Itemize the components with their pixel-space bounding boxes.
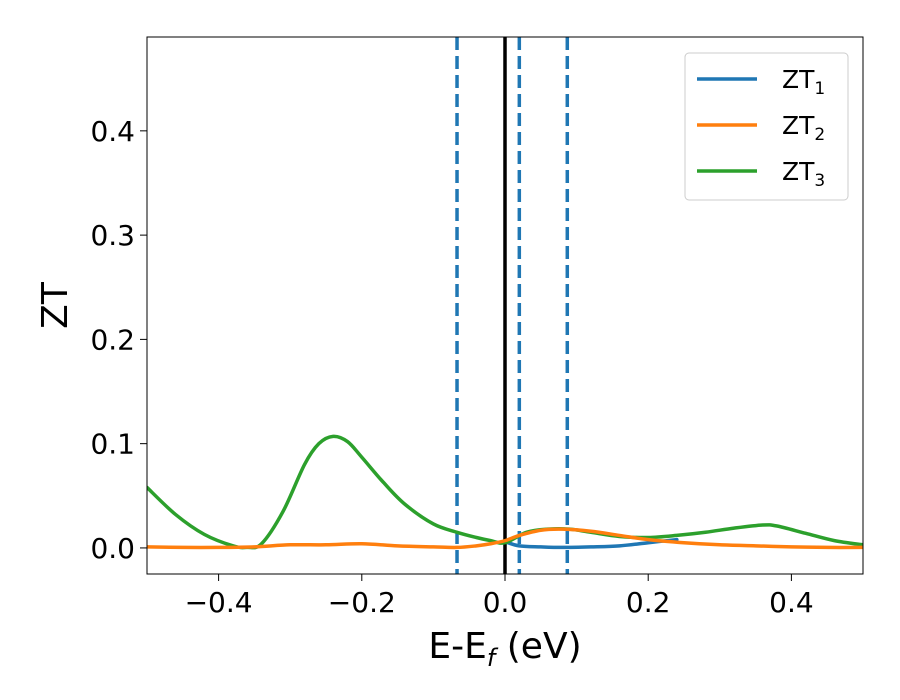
x-tick-label: −0.2 bbox=[328, 586, 396, 619]
x-axis-title: E-Ef (eV) bbox=[428, 626, 581, 672]
series-line-zt2 bbox=[147, 527, 863, 550]
x-tick-label: 0.2 bbox=[626, 586, 671, 619]
y-tick-label: 0.3 bbox=[90, 219, 135, 252]
legend-label-zt1: ZT1 bbox=[782, 65, 825, 99]
legend-box bbox=[684, 52, 849, 201]
x-axis-title-main: E-E bbox=[428, 626, 486, 667]
x-tick-label: −0.4 bbox=[185, 586, 253, 619]
y-tick-label: 0.2 bbox=[90, 323, 135, 356]
series-line-zt1 bbox=[503, 537, 679, 550]
x-tick-label: 0.4 bbox=[769, 586, 814, 619]
x-axis: −0.4 −0.2 0.0 0.2 0.4 bbox=[185, 574, 814, 619]
vertical-marker-lines bbox=[455, 37, 570, 574]
y-axis-title: ZT bbox=[35, 281, 76, 329]
y-tick-label: 0.0 bbox=[90, 532, 135, 565]
legend-label-zt2: ZT2 bbox=[782, 111, 825, 145]
x-axis-title-suffix: (eV) bbox=[495, 626, 581, 667]
series-layer bbox=[147, 434, 863, 550]
y-axis: 0.0 0.1 0.2 0.3 0.4 bbox=[90, 115, 147, 565]
y-tick-label: 0.4 bbox=[90, 115, 135, 148]
y-tick-label: 0.1 bbox=[90, 428, 135, 461]
legend: ZT1 ZT2 ZT3 bbox=[684, 52, 849, 201]
series-line-zt3 bbox=[147, 434, 863, 550]
legend-label-zt3: ZT3 bbox=[782, 157, 825, 191]
x-tick-label: 0.0 bbox=[483, 586, 528, 619]
